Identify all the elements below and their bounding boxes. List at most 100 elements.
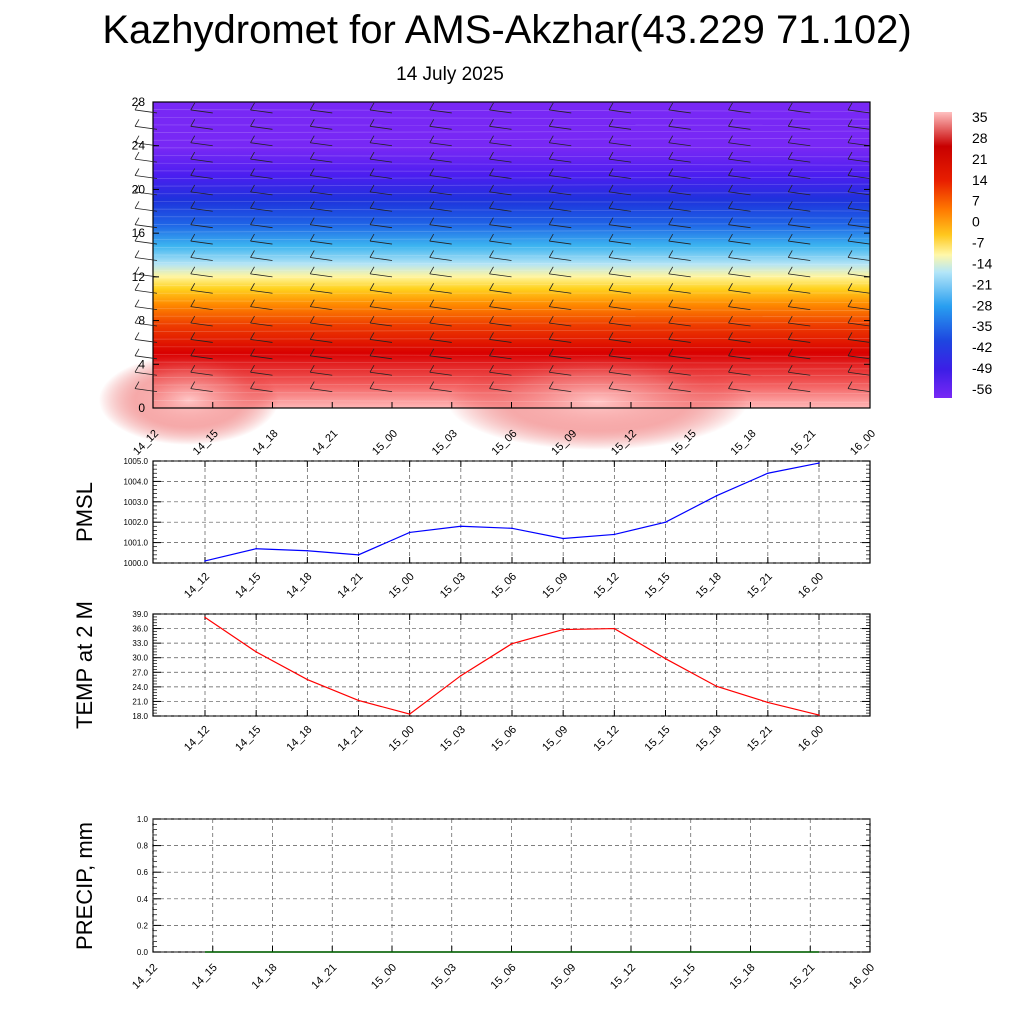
wind-barb-flag bbox=[250, 119, 255, 127]
y-axis-label: PMSL bbox=[72, 482, 97, 542]
colorbar bbox=[934, 112, 952, 398]
wind-barb bbox=[250, 339, 273, 343]
wind-barb-flag bbox=[309, 201, 315, 209]
wind-barb bbox=[250, 273, 273, 278]
wind-barb-flag bbox=[548, 217, 554, 225]
wind-barb-flag bbox=[190, 168, 196, 176]
wind-barb-flag bbox=[429, 119, 435, 127]
wind-barb bbox=[369, 240, 393, 245]
x-tick-label: 16_00 bbox=[848, 428, 878, 458]
wind-barb-flag bbox=[429, 266, 435, 275]
wind-barb-flag bbox=[489, 151, 494, 160]
wind-barb bbox=[369, 191, 393, 196]
y-tick-label: 24.0 bbox=[132, 683, 148, 692]
wind-barb bbox=[847, 191, 871, 196]
wind-barb bbox=[847, 289, 871, 294]
wind-barb bbox=[668, 306, 691, 311]
wind-barb bbox=[250, 175, 273, 179]
x-tick-label: 15_00 bbox=[387, 724, 417, 754]
wind-barb-flag bbox=[668, 299, 674, 307]
wind-barb bbox=[728, 339, 751, 343]
wind-barb bbox=[190, 175, 213, 179]
wind-barb bbox=[369, 109, 393, 114]
wind-barb bbox=[728, 142, 751, 147]
data-point bbox=[664, 657, 667, 660]
wind-barb-flag bbox=[548, 299, 554, 307]
wind-barb bbox=[310, 240, 333, 245]
data-point bbox=[767, 701, 769, 704]
wind-barb bbox=[668, 339, 691, 343]
wind-barb-flag bbox=[309, 168, 315, 176]
wind-barb bbox=[134, 240, 158, 245]
data-point bbox=[715, 685, 718, 688]
wind-barb-flag bbox=[548, 233, 554, 242]
data-point bbox=[562, 628, 564, 631]
wind-barb bbox=[369, 257, 393, 261]
wind-barb-flag bbox=[190, 315, 196, 324]
wind-barb-flag bbox=[369, 315, 375, 324]
wind-barb-flag bbox=[190, 217, 196, 225]
wind-barb-flag bbox=[548, 201, 554, 209]
x-tick-label: 15_18 bbox=[694, 724, 724, 754]
wind-barb bbox=[429, 355, 452, 360]
wind-barb bbox=[728, 388, 751, 393]
wind-barb bbox=[788, 388, 811, 393]
wind-barb-flag bbox=[548, 135, 554, 143]
wind-barb bbox=[847, 257, 871, 261]
wind-barb bbox=[134, 388, 158, 393]
wind-barb bbox=[608, 158, 632, 163]
wind-barb-flag bbox=[668, 217, 674, 225]
data-point bbox=[511, 642, 513, 645]
wind-barb bbox=[728, 289, 751, 294]
wind-barb-flag bbox=[668, 315, 674, 324]
wind-barb-flag bbox=[134, 102, 140, 111]
wind-barb bbox=[310, 109, 333, 114]
wind-barb-flag bbox=[190, 151, 196, 160]
wind-barb-flag bbox=[134, 332, 140, 340]
wind-barb-flag bbox=[134, 201, 140, 209]
wind-barb bbox=[549, 142, 572, 147]
wind-barb bbox=[250, 109, 273, 114]
y-tick-label: 28 bbox=[132, 95, 146, 109]
wind-barb-flag bbox=[668, 201, 674, 209]
wind-barb-flag bbox=[250, 299, 255, 307]
x-tick-label: 16_00 bbox=[796, 724, 826, 754]
y-axis-label: TEMP at 2 M bbox=[72, 601, 97, 729]
wind-barb-flag bbox=[548, 184, 554, 193]
wind-barb bbox=[369, 273, 393, 278]
contour-line bbox=[152, 201, 871, 203]
x-tick-label: 15_12 bbox=[608, 962, 638, 992]
data-point bbox=[204, 616, 206, 619]
wind-barb-flag bbox=[847, 119, 853, 127]
contour-line bbox=[152, 354, 871, 357]
wind-barb-flag bbox=[250, 135, 255, 143]
wind-barb-flag bbox=[489, 381, 494, 389]
wind-barb-flag bbox=[489, 201, 494, 209]
wind-barb-flag bbox=[309, 299, 315, 307]
contour-line bbox=[152, 146, 871, 149]
wind-barb bbox=[369, 339, 393, 343]
wind-barb bbox=[134, 224, 158, 229]
wind-barb-flag bbox=[787, 151, 793, 160]
contour-line bbox=[152, 192, 871, 195]
wind-barb-flag bbox=[134, 266, 140, 275]
x-tick-label: 15_12 bbox=[591, 724, 621, 754]
contour-line bbox=[152, 183, 871, 187]
wind-barb bbox=[429, 322, 452, 327]
data-point bbox=[511, 527, 513, 530]
wind-barb bbox=[190, 240, 213, 245]
wind-barb-flag bbox=[309, 365, 315, 373]
contour-line bbox=[152, 329, 871, 332]
wind-barb bbox=[788, 322, 811, 327]
wind-barb bbox=[608, 306, 632, 311]
wind-barb bbox=[788, 289, 811, 294]
colorbar-label: -42 bbox=[972, 339, 992, 355]
wind-barb-flag bbox=[847, 365, 853, 373]
wind-barb bbox=[190, 191, 213, 196]
wind-barb bbox=[549, 207, 572, 212]
wind-barb bbox=[429, 207, 452, 212]
x-tick-label: 14_21 bbox=[309, 962, 339, 992]
wind-barb bbox=[788, 371, 811, 376]
wind-barb-flag bbox=[787, 315, 793, 324]
wind-barb-flag bbox=[548, 283, 554, 291]
